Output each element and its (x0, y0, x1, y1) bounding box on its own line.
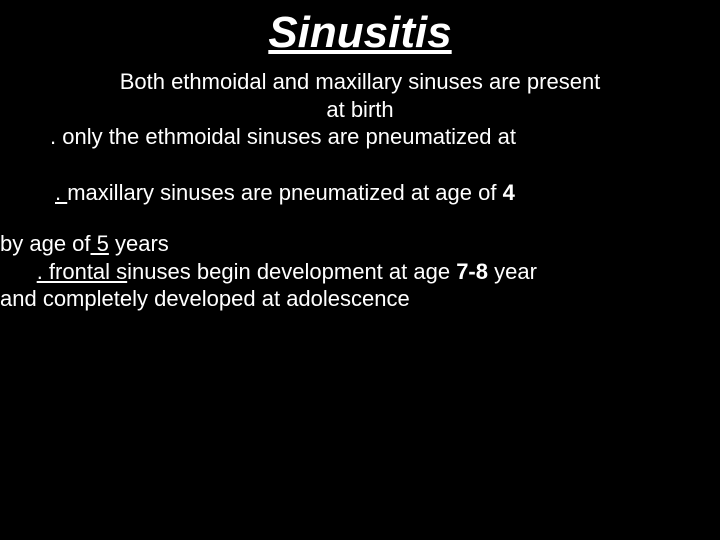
text-underline: 5 (91, 231, 109, 256)
slide: Sinusitis Both ethmoidal and maxillary s… (0, 0, 720, 540)
paragraph-1b: . only the ethmoidal sinuses are pneumat… (0, 123, 720, 151)
text-line: by age of (0, 231, 91, 256)
text-underline: . frontal s (37, 259, 127, 284)
text-line: . only the ethmoidal sinuses are pneumat… (50, 124, 516, 149)
paragraph-3: by age of 5 years . frontal sinuses begi… (0, 230, 720, 313)
text-line: and completely developed at adolescence (0, 286, 410, 311)
text-underline: . (55, 180, 67, 205)
text-bold: 4 (503, 180, 515, 205)
text-line: year (488, 259, 537, 284)
text-line: years (109, 231, 169, 256)
text-line: maxillary sinuses are pneumatized at age… (67, 180, 502, 205)
text-bold: 7-8 (456, 259, 488, 284)
slide-title: Sinusitis (0, 0, 720, 68)
text-line: inuses begin development at age (127, 259, 456, 284)
paragraph-1: Both ethmoidal and maxillary sinuses are… (0, 68, 720, 123)
text-line: Both ethmoidal and maxillary sinuses are… (120, 69, 601, 94)
paragraph-2: . maxillary sinuses are pneumatized at a… (0, 179, 720, 207)
text-line: at birth (326, 97, 393, 122)
